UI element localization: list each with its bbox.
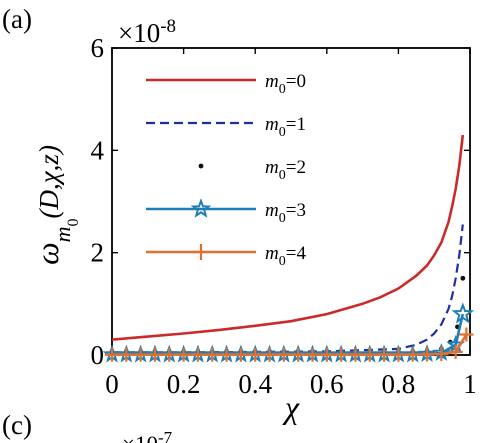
- data-point-plus: [190, 347, 205, 362]
- legend-label: m0=0: [265, 71, 306, 97]
- data-point-plus: [147, 347, 162, 362]
- data-point-plus: [133, 347, 148, 362]
- x-tick-label: 0.2: [167, 369, 201, 399]
- x-axis-label: χ: [282, 389, 300, 425]
- next-panel-multiplier: ×10-7: [122, 428, 173, 443]
- data-point-plus: [262, 347, 277, 362]
- data-point-star: [190, 198, 212, 218]
- data-point-plus: [459, 327, 474, 342]
- data-point-plus: [205, 347, 220, 362]
- panel-label-a: (a): [2, 4, 32, 34]
- series-2: [109, 275, 466, 357]
- x-tick-labels: 0 0.2 0.4 0.6 0.8 1: [105, 369, 477, 399]
- data-point-plus: [276, 347, 291, 362]
- x-tick-label: 0: [105, 369, 119, 399]
- y-tick-labels: 0 2 4 6: [91, 33, 105, 370]
- panel-label-c: (c): [2, 410, 32, 440]
- x-tick-label: 1: [463, 369, 477, 399]
- data-point-plus: [334, 347, 349, 362]
- data-point-plus: [348, 347, 363, 362]
- data-point-plus: [162, 347, 177, 362]
- y-tick-label: 2: [91, 238, 105, 268]
- x-tick-label: 0.4: [238, 369, 272, 399]
- y-multiplier: ×10-8: [118, 16, 176, 48]
- data-point-plus: [305, 347, 320, 362]
- x-tick-label: 0.8: [382, 369, 416, 399]
- y-tick-label: 0: [91, 340, 105, 370]
- data-point-dot: [460, 275, 466, 281]
- data-point-plus: [362, 347, 377, 362]
- data-point-plus: [248, 347, 263, 362]
- legend-label: m0=4: [265, 243, 306, 269]
- legend-item-1: m0=1: [146, 114, 306, 140]
- legend-item-2: m0=2: [198, 157, 306, 183]
- data-point-plus: [448, 344, 463, 359]
- data-point-plus: [233, 347, 248, 362]
- legend-item-0: m0=0: [146, 71, 306, 97]
- data-point-plus: [105, 347, 119, 362]
- y-tick-label: 4: [91, 135, 105, 165]
- series-4: [105, 327, 474, 362]
- y-tick-label: 6: [91, 33, 105, 63]
- x-tick-label: 0.6: [310, 369, 344, 399]
- data-point-plus: [420, 347, 435, 362]
- series-line: [111, 134, 465, 341]
- y-axis-label: ωm0(D,χ,z): [29, 145, 82, 265]
- legend-label: m0=1: [265, 114, 306, 140]
- series-3: [102, 302, 475, 363]
- data-point-plus: [377, 347, 392, 362]
- legend: m0=0 m0=1 m0=2 m0=3 m0=4: [146, 71, 306, 269]
- data-point-plus: [405, 347, 420, 362]
- plot-area: [102, 47, 475, 363]
- legend-label: m0=3: [265, 200, 306, 226]
- series-0: [111, 134, 465, 341]
- data-point-plus: [219, 347, 234, 362]
- data-point-star: [451, 302, 475, 324]
- data-point-dot: [198, 163, 204, 169]
- data-point-plus: [319, 347, 334, 362]
- legend-item-3: m0=3: [146, 198, 306, 226]
- data-point-plus: [391, 347, 406, 362]
- data-point-plus: [176, 347, 191, 362]
- data-point-plus: [193, 244, 209, 260]
- svg-text:ωm0(D,χ,z): ωm0(D,χ,z): [29, 145, 82, 265]
- data-point-plus: [434, 346, 449, 361]
- legend-item-4: m0=4: [146, 243, 306, 269]
- data-point-plus: [291, 347, 306, 362]
- data-point-plus: [119, 347, 134, 362]
- legend-label: m0=2: [265, 157, 306, 183]
